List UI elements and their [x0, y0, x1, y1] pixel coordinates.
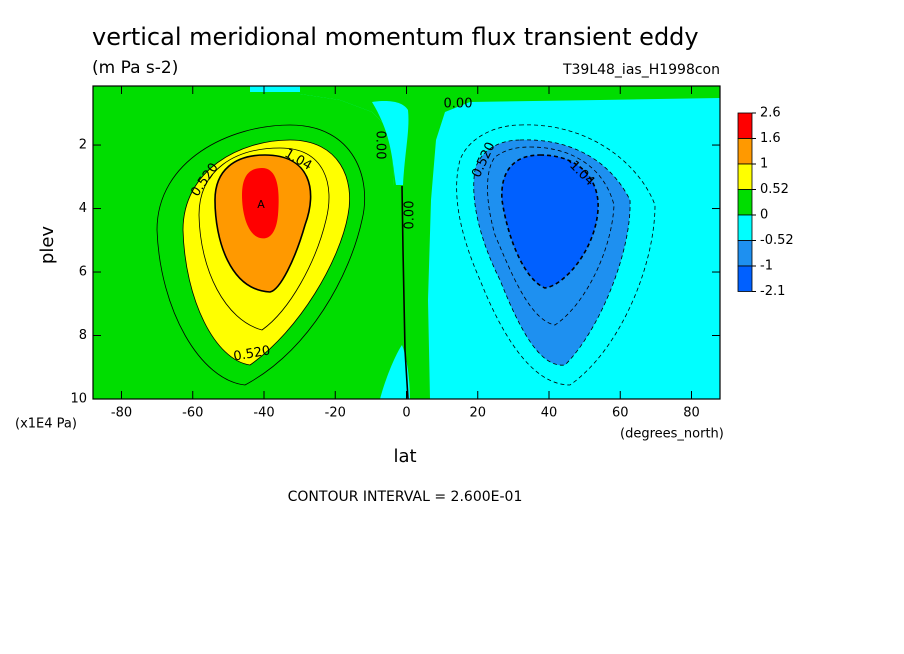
- y-tick-label: 8: [79, 328, 87, 343]
- colorbar-label: 0: [760, 208, 768, 223]
- contour-line: [198, 147, 330, 331]
- footnote: CONTOUR INTERVAL = 2.600E-01: [288, 489, 523, 505]
- contour-line: [456, 124, 656, 386]
- colorbar-label: 1: [760, 157, 768, 172]
- x-tick-label: -20: [325, 406, 346, 421]
- colorbar-box: [737, 265, 753, 292]
- y-axis-units: (x1E4 Pa): [15, 417, 77, 432]
- chart-title: vertical meridional momentum flux transi…: [92, 23, 699, 51]
- colorbar-box: [737, 112, 753, 139]
- x-tick-label: 80: [683, 406, 700, 421]
- contour-label: 0.520: [232, 343, 271, 364]
- filled-region: [501, 155, 599, 288]
- colorbar-label: 1.6: [760, 131, 781, 146]
- contour-line: [214, 154, 312, 293]
- x-tick-label: -40: [253, 406, 274, 421]
- colorbar-label: 0.52: [760, 182, 789, 197]
- x-tick-label: 60: [612, 406, 629, 421]
- contour-label: 0.00: [403, 201, 418, 230]
- contour-line: [501, 154, 599, 289]
- y-tick-label: 2: [79, 138, 87, 153]
- x-tick-label: 20: [469, 406, 486, 421]
- colorbar-box: [737, 214, 753, 241]
- colorbar-label: -1: [760, 259, 773, 274]
- y-tick-label: 6: [79, 265, 87, 280]
- x-tick-label: 40: [541, 406, 558, 421]
- x-tick-label: -60: [182, 406, 203, 421]
- colorbar-label: -0.52: [760, 233, 794, 248]
- x-tick-label: 0: [402, 406, 410, 421]
- chart-subtitle: (m Pa s-2): [92, 58, 178, 78]
- x-tick-label: -80: [111, 406, 132, 421]
- y-tick-label: 10: [70, 392, 87, 407]
- contour-line: [182, 139, 351, 366]
- contour-label: 0.00: [444, 97, 473, 112]
- x-axis-label: lat: [393, 446, 416, 467]
- contour-line: [156, 124, 366, 386]
- dataset-label: T39L48_ias_H1998con: [562, 62, 720, 78]
- colorbar-label: 2.6: [760, 106, 781, 121]
- y-tick-label: 4: [79, 201, 87, 216]
- colorbar-box: [737, 163, 753, 190]
- filled-region: [93, 86, 720, 399]
- colorbar-box: [737, 138, 753, 165]
- colorbar-box: [737, 240, 753, 267]
- extremum-label: A: [257, 198, 265, 211]
- y-axis-label: plev: [37, 226, 58, 265]
- contour-label: 0.00: [373, 131, 388, 160]
- x-axis-units: (degrees_north): [620, 427, 724, 442]
- filled-region: [242, 168, 279, 239]
- plot-area: [93, 86, 720, 399]
- colorbar-box: [737, 189, 753, 216]
- filled-region: [372, 100, 409, 185]
- contour-line: [401, 185, 409, 399]
- filled-region: [380, 345, 410, 399]
- colorbar-label: -2.1: [760, 284, 785, 299]
- filled-region: [250, 86, 300, 92]
- contour-line: [473, 139, 631, 366]
- contour-line: [487, 146, 615, 326]
